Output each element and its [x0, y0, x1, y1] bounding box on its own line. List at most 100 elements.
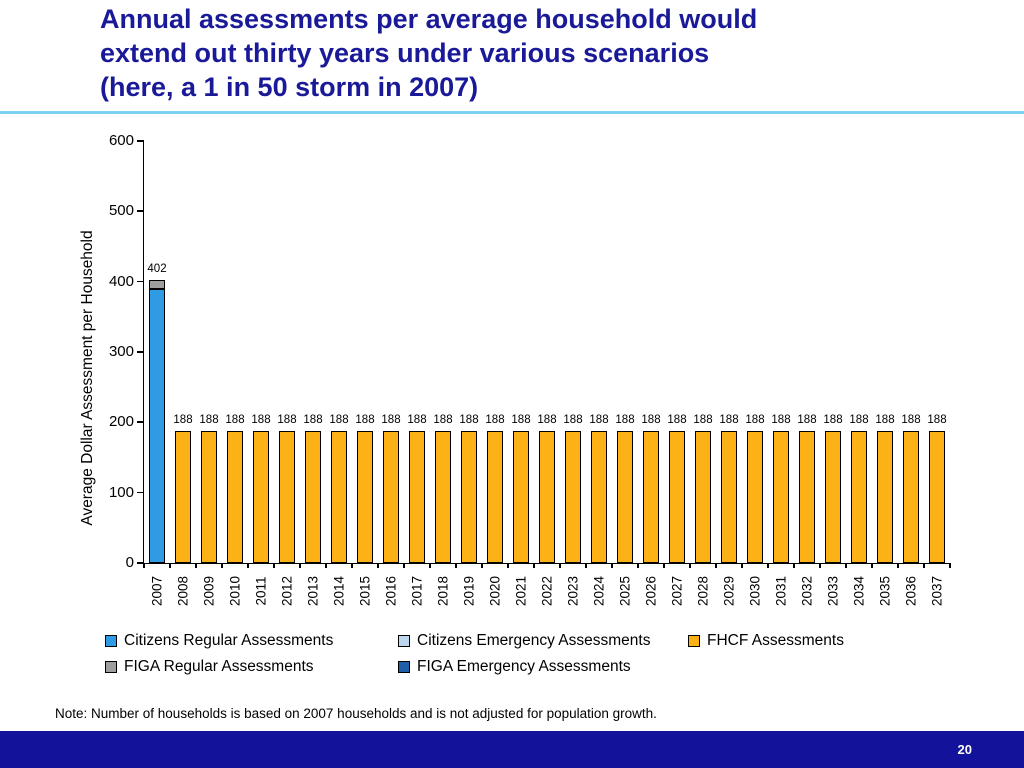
bar-value-label: 188 [901, 413, 921, 426]
bar-chart-plot-area: 0 100 200 300 400 500 600 402 2007 188 2008 188 2009… [109, 132, 951, 606]
footnote: Note: Number of households is based on 2… [55, 706, 657, 721]
bar-value-label: 188 [745, 413, 765, 426]
x-axis-tick [767, 563, 769, 568]
bar-segment-fhcf [799, 430, 815, 563]
bar-segment-fhcf [565, 430, 581, 563]
bar-value-label: 188 [667, 413, 687, 426]
bar-2037 [929, 430, 945, 563]
bar-2032 [799, 430, 815, 563]
legend-item: FHCF Assessments [688, 632, 844, 650]
x-axis-tick [611, 563, 613, 568]
bar-2013 [305, 430, 321, 563]
bar-2007 [149, 280, 165, 563]
y-axis-label: 400 [108, 272, 134, 290]
bar-segment-fhcf [331, 430, 347, 563]
bar-value-label: 188 [173, 413, 193, 426]
title-divider-rule [0, 111, 1024, 114]
bar-segment-fhcf [643, 430, 659, 563]
bar-segment-fhcf [903, 430, 919, 563]
bar-2029 [721, 430, 737, 563]
x-axis-tick [793, 563, 795, 568]
x-axis-tick [897, 563, 899, 568]
legend-label: FIGA Emergency Assessments [417, 658, 631, 675]
x-axis-tick [533, 563, 535, 568]
bar-value-label: 188 [797, 413, 817, 426]
footer-bar: 20 [0, 731, 1024, 768]
bar-value-label: 188 [277, 413, 297, 426]
y-axis-tick [137, 280, 144, 283]
bar-segment-fhcf [513, 430, 529, 563]
bar-value-label: 188 [563, 413, 583, 426]
slide-title-line-2: extend out thirty years under various sc… [100, 38, 710, 68]
bar-value-label: 188 [537, 413, 557, 426]
x-axis-tick [481, 563, 483, 568]
bar-2022 [539, 430, 555, 563]
x-axis-tick [663, 563, 665, 568]
legend-marker-citizens_regular [105, 635, 117, 647]
legend-item: Citizens Emergency Assessments [398, 632, 650, 650]
bar-2031 [773, 430, 789, 563]
x-axis-tick [195, 563, 197, 568]
bar-segment-fhcf [279, 430, 295, 563]
x-axis-tick [247, 563, 249, 568]
bar-value-label: 188 [589, 413, 609, 426]
x-axis-tick [559, 563, 561, 568]
bar-segment-fhcf [305, 430, 321, 563]
x-axis-tick [923, 563, 925, 568]
bar-segment-fhcf [539, 430, 555, 563]
bar-segment-fhcf [695, 430, 711, 563]
legend-marker-fhcf [688, 635, 700, 647]
slide-title: Annual assessments per average household… [100, 2, 960, 104]
bar-segment-fhcf [773, 430, 789, 563]
bar-value-label: 188 [303, 413, 323, 426]
legend-label: Citizens Regular Assessments [124, 632, 334, 649]
slide-title-line-1: Annual assessments per average household… [100, 4, 758, 34]
bar-2019 [461, 430, 477, 563]
bar-segment-fhcf [175, 430, 191, 563]
legend-item: FIGA Regular Assessments [105, 658, 314, 676]
bar-value-label: 188 [719, 413, 739, 426]
bar-value-label: 188 [693, 413, 713, 426]
legend-marker-figa_regular [105, 661, 117, 673]
x-axis-tick [429, 563, 431, 568]
x-axis-tick [845, 563, 847, 568]
bar-value-label: 188 [433, 413, 453, 426]
bar-segment-fhcf [929, 430, 945, 563]
y-axis-label: 100 [108, 483, 134, 501]
bar-segment-fhcf [357, 430, 373, 563]
bar-segment-citizens_regular [149, 288, 165, 563]
bar-2034 [851, 430, 867, 563]
y-axis-label: 300 [108, 343, 134, 360]
x-axis-tick [741, 563, 743, 568]
bar-2010 [227, 430, 243, 563]
y-axis-label: 0 [125, 554, 134, 571]
bar-segment-figa_regular [149, 280, 165, 289]
bar-2021 [513, 430, 529, 563]
bar-2015 [357, 430, 373, 563]
y-axis-tick [137, 140, 144, 142]
bar-2036 [903, 430, 919, 563]
bar-value-label: 188 [615, 413, 635, 426]
bar-value-label: 188 [485, 413, 505, 426]
x-axis-tick [637, 563, 639, 568]
x-axis-tick [221, 563, 223, 568]
bar-2009 [201, 430, 217, 563]
x-axis-tick [689, 563, 691, 568]
bar-2011 [253, 430, 269, 563]
legend-label: FIGA Regular Assessments [124, 658, 314, 675]
bar-segment-fhcf [825, 430, 841, 563]
bar-value-label: 402 [147, 263, 167, 276]
bar-value-label: 188 [381, 413, 401, 426]
bar-value-label: 188 [355, 413, 375, 426]
bar-2020 [487, 430, 503, 563]
y-axis-tick [137, 491, 144, 494]
bar-2023 [565, 430, 581, 563]
bar-segment-fhcf [617, 430, 633, 563]
slide-title-line-3: (here, a 1 in 50 storm in 2007) [100, 72, 479, 102]
y-axis-label: 200 [108, 413, 134, 431]
x-axis-tick [377, 563, 379, 568]
bar-2035 [877, 430, 893, 563]
bar-value-label: 188 [641, 413, 661, 426]
bar-segment-fhcf [383, 430, 399, 563]
